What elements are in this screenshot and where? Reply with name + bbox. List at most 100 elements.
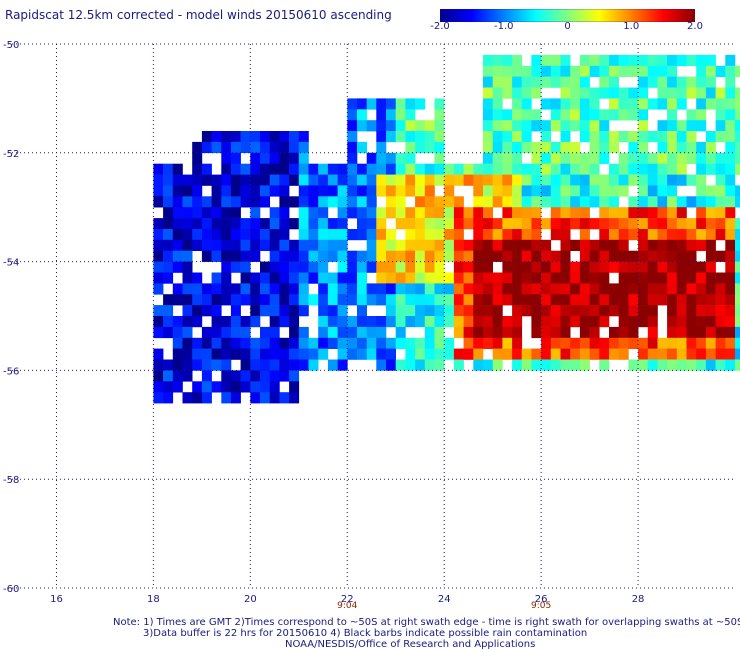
heatmap-cell [453,239,464,251]
y-tick-label: -60 [3,584,19,595]
heatmap-cell [502,109,513,121]
heatmap-cell [298,163,309,175]
x-tick-label: 26 [535,594,548,605]
heatmap-cell [705,152,716,164]
heatmap-cell [269,316,280,328]
heatmap-cell [667,76,678,88]
heatmap-cell [676,348,687,360]
heatmap-cell [444,239,455,251]
heatmap-cell [550,294,561,306]
heatmap-cell [541,54,552,67]
heatmap-cell [395,109,406,121]
heatmap-cell [609,174,619,186]
heatmap-cell [289,250,300,262]
heatmap-cell [376,250,387,262]
heatmap-cell [705,185,716,197]
heatmap-cell [531,272,542,284]
heatmap-cell [434,294,445,306]
heatmap-cell [269,283,280,295]
heatmap-cell [424,326,435,339]
heatmap-cell [444,218,455,230]
heatmap-cell [550,109,561,121]
heatmap-cell [395,196,406,208]
heatmap-cell [366,239,377,251]
heatmap-cell [725,185,736,197]
heatmap-cell [240,337,251,349]
heatmap-cell [473,337,484,349]
heatmap-cell [240,272,251,284]
heatmap-cell [337,250,348,262]
heatmap-cell [260,141,270,154]
heatmap-cell [725,316,736,328]
heatmap-cell [347,250,358,262]
heatmap-cell [715,218,726,230]
heatmap-cell [531,174,542,186]
heatmap-cell [579,76,590,88]
heatmap-cell [386,348,396,360]
heatmap-cell [269,326,280,339]
heatmap-cell [453,316,464,328]
heatmap-cell [153,185,164,197]
heatmap-cell [366,207,377,219]
heatmap-cell [308,294,319,306]
heatmap-cell [667,250,678,262]
heatmap-cell [395,131,406,143]
heatmap-cell [192,305,203,317]
heatmap-cell [570,261,581,273]
heatmap-cell [609,250,619,262]
heatmap-cell [201,348,212,360]
heatmap-cell [405,316,416,328]
heatmap-cell [289,131,300,143]
heatmap-cell [308,272,319,284]
heatmap-cell [705,283,716,295]
heatmap-cell [250,250,261,262]
heatmap-cell [386,185,396,197]
heatmap-cell [337,294,348,306]
heatmap-cell [279,261,290,273]
heatmap-cell [201,131,212,143]
heatmap-cell [211,250,222,262]
heatmap-cell [696,272,707,284]
heatmap-cell [696,261,707,273]
heatmap-cell [211,326,222,339]
heatmap-cell [676,316,687,328]
heatmap-cell [715,98,726,110]
heatmap-cell [570,207,581,219]
heatmap-cell [550,261,561,273]
heatmap-cell [483,98,493,110]
heatmap-cell [696,283,707,295]
heatmap-cell [599,218,610,230]
heatmap-cell [735,131,740,143]
heatmap-cell [735,120,740,132]
heatmap-cell [424,141,435,154]
heatmap-cell [318,229,329,241]
heatmap-cell [735,348,740,360]
heatmap-cell [327,305,338,317]
heatmap-cell [182,283,193,295]
heatmap-cell [676,76,687,88]
heatmap-cell [492,229,503,241]
heatmap-cell [260,185,270,197]
heatmap-cell [453,229,464,241]
heatmap-cell [686,261,697,273]
heatmap-cell [502,316,513,328]
heatmap-cell [579,54,590,67]
heatmap-cell [735,326,740,339]
heatmap-cell [182,294,193,306]
heatmap-cell [725,229,736,241]
heatmap-cell [298,131,309,143]
heatmap-cell [357,250,367,262]
heatmap-cell [279,229,290,241]
heatmap-cell [405,348,416,360]
time-label: 9:05 [531,601,551,611]
heatmap-cell [638,65,649,77]
heatmap-cell [298,348,309,360]
heatmap-cell [686,229,697,241]
heatmap-cell [473,348,484,360]
heatmap-cell [502,131,513,143]
heatmap-cell [550,316,561,328]
heatmap-cell [579,229,590,241]
heatmap-cell [347,120,358,132]
heatmap-cell [453,163,464,175]
heatmap-cell [250,141,261,154]
